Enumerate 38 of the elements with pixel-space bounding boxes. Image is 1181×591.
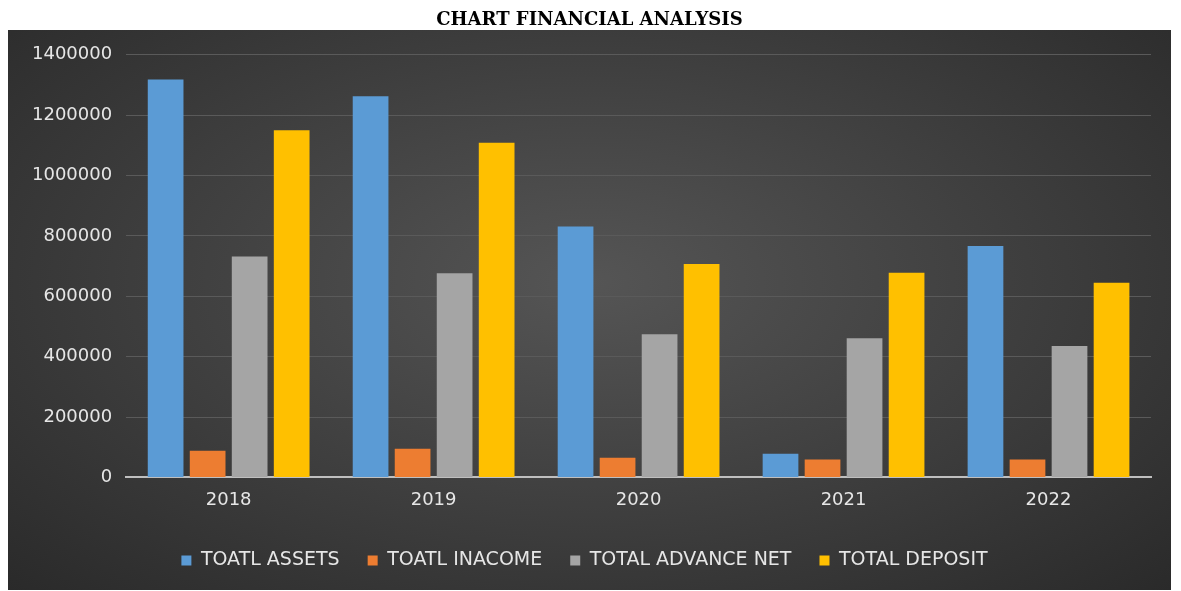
legend-label: TOATL ASSETS	[199, 547, 340, 570]
legend-label: TOATL INACOME	[386, 547, 543, 570]
bar	[147, 79, 184, 477]
x-tick-label: 2020	[615, 487, 662, 509]
legend-label: TOTAL DEPOSIT	[837, 547, 988, 570]
bar	[888, 272, 925, 477]
bar	[1093, 282, 1130, 477]
bar	[1051, 346, 1088, 477]
bar	[478, 142, 515, 477]
bar	[352, 96, 389, 477]
y-tick-label: 600000	[43, 283, 113, 305]
y-tick-label: 800000	[43, 223, 113, 245]
bar	[231, 256, 268, 477]
y-tick-label: 400000	[43, 344, 113, 366]
bar	[967, 245, 1004, 477]
legend-label: TOTAL ADVANCE NET	[588, 547, 792, 570]
chart-title: CHART FINANCIAL ANALYSIS	[435, 8, 744, 30]
bar	[394, 448, 431, 477]
bar	[1009, 459, 1046, 477]
y-tick-label: 1000000	[31, 163, 113, 185]
y-tick-label: 0	[100, 465, 113, 487]
x-tick-label: 2021	[820, 487, 867, 509]
y-tick-label: 200000	[43, 404, 113, 426]
bar	[641, 334, 678, 477]
x-tick-label: 2022	[1025, 487, 1072, 509]
bar	[189, 450, 226, 477]
y-tick-label: 1400000	[31, 42, 113, 64]
bar	[804, 459, 841, 477]
bar	[762, 453, 799, 477]
x-tick-label: 2019	[410, 487, 457, 509]
bar	[557, 226, 594, 477]
bar	[683, 263, 720, 477]
y-tick-label: 1200000	[31, 102, 113, 124]
x-tick-label: 2018	[205, 487, 252, 509]
bar	[273, 130, 310, 477]
bar	[846, 338, 883, 477]
bar	[599, 457, 636, 477]
bar	[436, 273, 473, 477]
